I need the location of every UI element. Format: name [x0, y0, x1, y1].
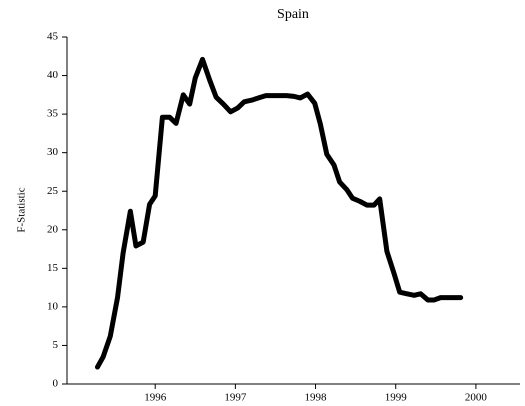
y-axis-label: F-Statistic [16, 187, 28, 232]
y-tick-label: 0 [53, 378, 59, 390]
x-tick-label: 1997 [224, 392, 247, 404]
y-tick-label: 40 [47, 69, 59, 81]
x-tick-label: 1996 [144, 392, 167, 404]
x-tick-label: 2000 [465, 392, 488, 404]
chart-title: Spain [277, 7, 309, 22]
y-tick-label: 20 [47, 223, 59, 235]
x-tick-label: 1998 [305, 392, 328, 404]
y-tick-label: 45 [47, 31, 59, 43]
y-tick-label: 25 [47, 185, 59, 197]
x-tick-label: 1999 [385, 392, 408, 404]
y-tick-label: 15 [47, 262, 59, 274]
y-tick-label: 35 [47, 108, 59, 120]
y-tick-label: 5 [53, 339, 59, 351]
data-line [94, 56, 464, 370]
y-tick-label: 30 [47, 146, 59, 158]
y-tick-label: 10 [47, 300, 59, 312]
